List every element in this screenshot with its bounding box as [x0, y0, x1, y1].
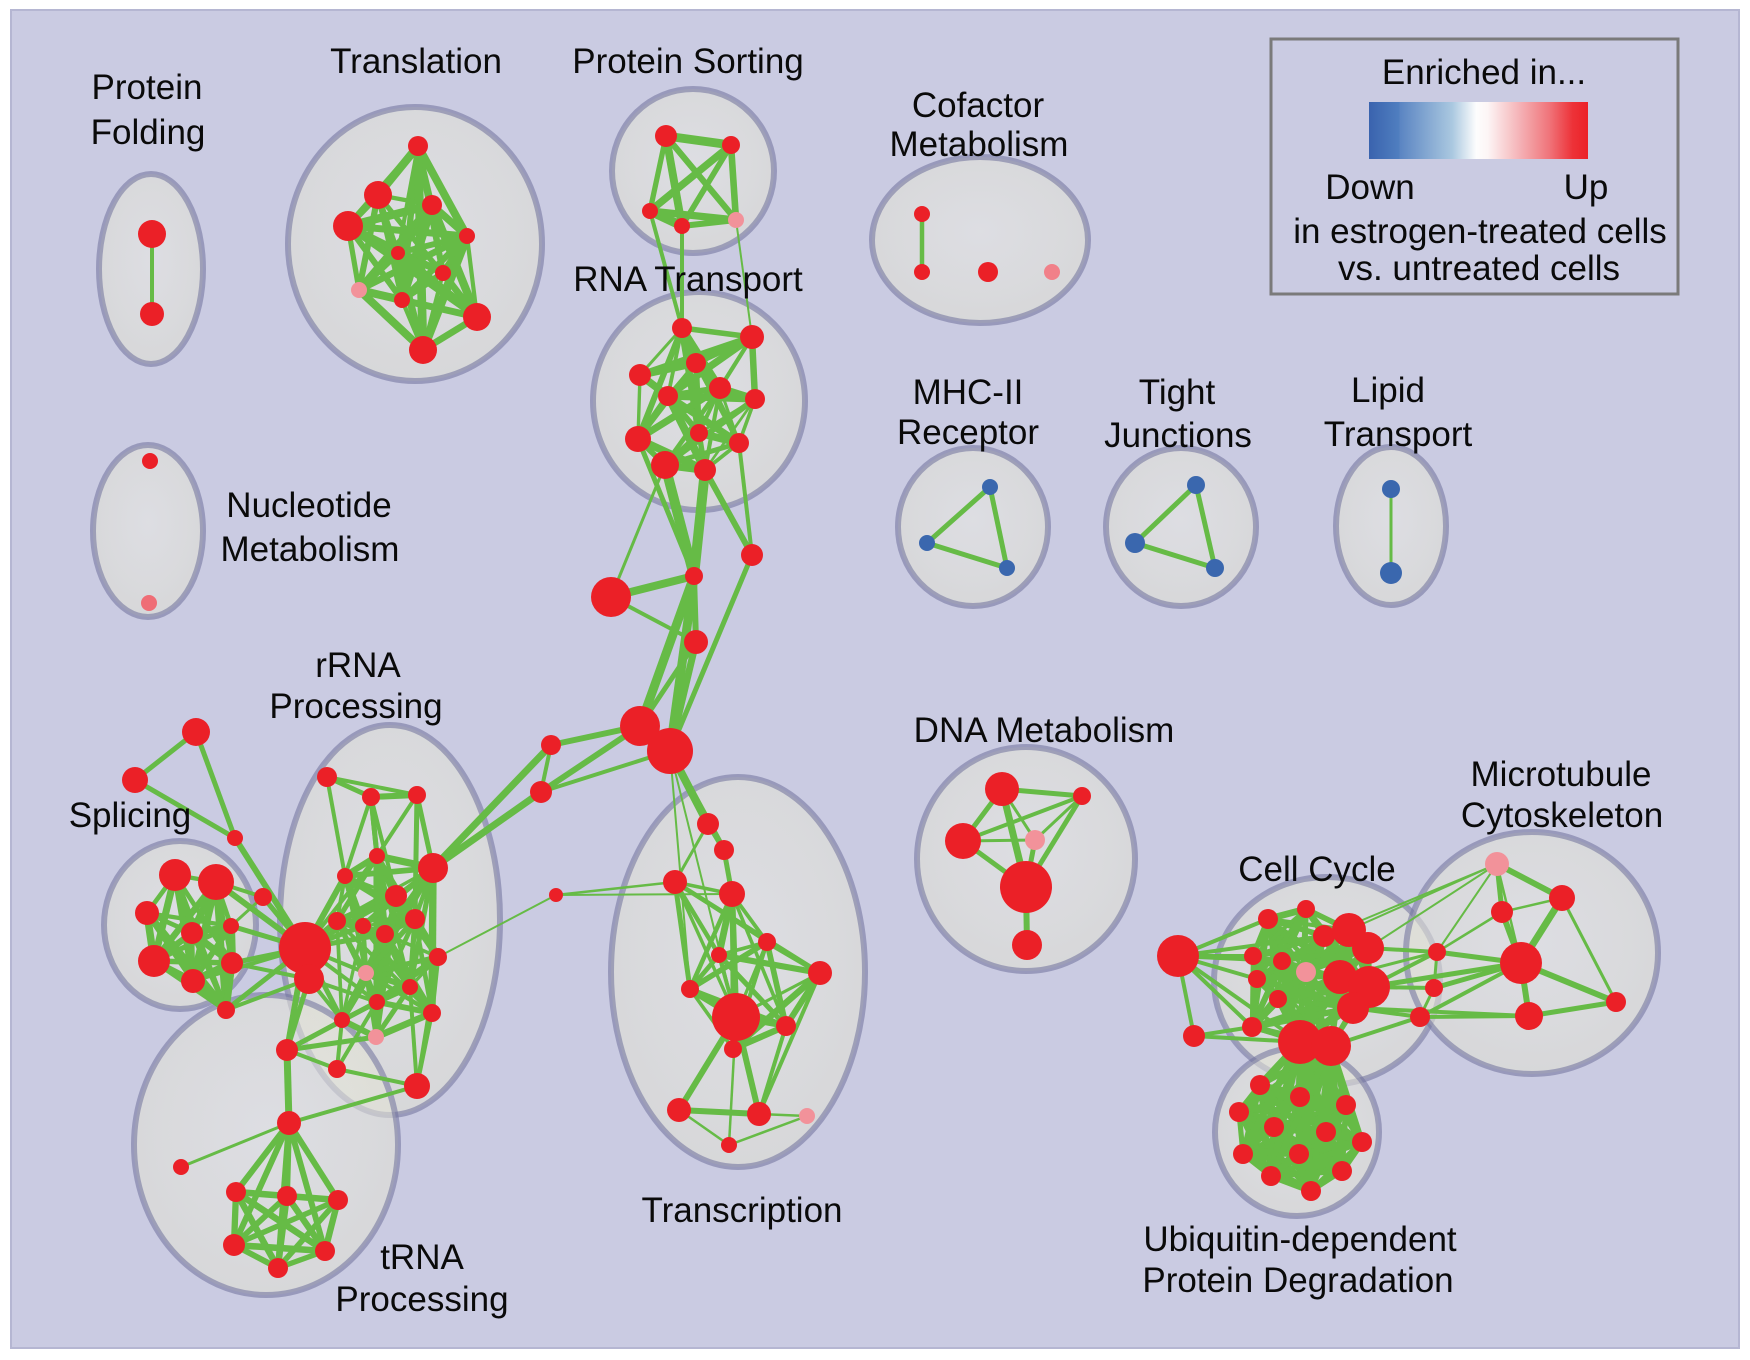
- svg-text:Lipid: Lipid: [1351, 371, 1425, 410]
- svg-text:Cofactor: Cofactor: [912, 86, 1045, 125]
- svg-text:Microtubule: Microtubule: [1471, 755, 1652, 794]
- svg-text:tRNA: tRNA: [380, 1238, 464, 1277]
- svg-text:Up: Up: [1564, 168, 1609, 207]
- svg-text:Cell Cycle: Cell Cycle: [1238, 850, 1396, 889]
- svg-text:vs. untreated cells: vs. untreated cells: [1338, 249, 1620, 288]
- svg-text:Transcription: Transcription: [642, 1191, 843, 1230]
- svg-text:Protein: Protein: [92, 68, 203, 107]
- svg-text:Metabolism: Metabolism: [221, 530, 400, 569]
- svg-text:Ubiquitin-dependent: Ubiquitin-dependent: [1143, 1220, 1457, 1259]
- svg-text:rRNA: rRNA: [315, 646, 401, 685]
- svg-text:Processing: Processing: [335, 1280, 508, 1319]
- svg-text:Down: Down: [1325, 168, 1414, 207]
- svg-text:Transport: Transport: [1324, 415, 1473, 454]
- svg-text:Translation: Translation: [330, 42, 502, 81]
- svg-text:Junctions: Junctions: [1104, 416, 1252, 455]
- svg-text:Receptor: Receptor: [897, 413, 1039, 452]
- svg-text:Enriched in...: Enriched in...: [1382, 53, 1586, 92]
- svg-text:DNA Metabolism: DNA Metabolism: [914, 711, 1175, 750]
- svg-text:Tight: Tight: [1139, 373, 1216, 412]
- svg-text:RNA Transport: RNA Transport: [573, 260, 803, 299]
- svg-text:in estrogen-treated cells: in estrogen-treated cells: [1293, 212, 1667, 251]
- svg-text:Splicing: Splicing: [69, 796, 192, 835]
- svg-text:Metabolism: Metabolism: [890, 125, 1069, 164]
- svg-text:Folding: Folding: [91, 113, 206, 152]
- svg-text:Protein Degradation: Protein Degradation: [1142, 1261, 1453, 1300]
- svg-text:Nucleotide: Nucleotide: [226, 486, 391, 525]
- svg-text:Processing: Processing: [269, 687, 442, 726]
- svg-text:MHC-II: MHC-II: [913, 373, 1024, 412]
- svg-text:Cytoskeleton: Cytoskeleton: [1461, 796, 1663, 835]
- svg-text:Protein Sorting: Protein Sorting: [572, 42, 804, 81]
